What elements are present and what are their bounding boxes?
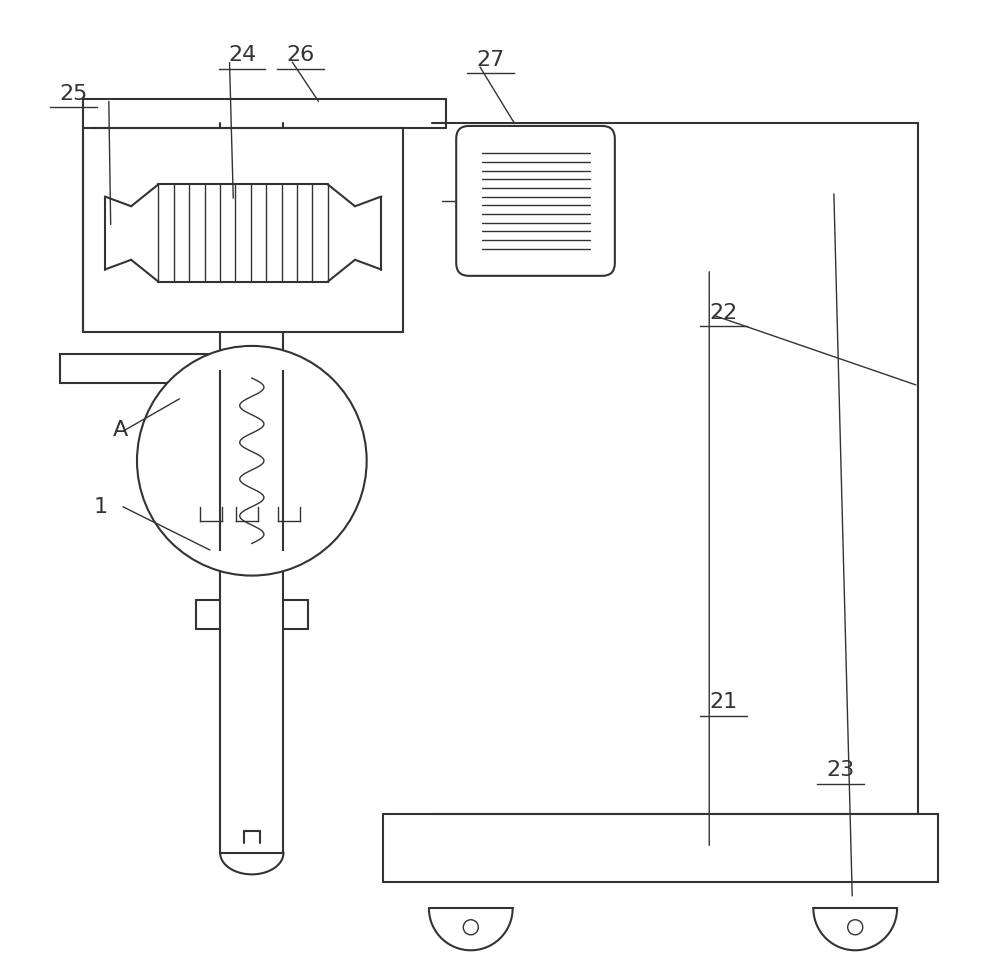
Text: 21: 21 [710, 692, 738, 712]
Circle shape [463, 919, 478, 935]
Text: 22: 22 [710, 303, 738, 323]
Bar [60, 353, 220, 383]
Text: 24: 24 [228, 45, 256, 65]
FancyBboxPatch shape [456, 126, 615, 276]
Text: 23: 23 [827, 760, 855, 780]
Text: 27: 27 [476, 50, 504, 69]
Text: 26: 26 [286, 45, 315, 65]
Text: 25: 25 [60, 84, 88, 103]
Text: A: A [113, 420, 128, 439]
Text: 1: 1 [94, 498, 108, 517]
Circle shape [848, 919, 863, 935]
Circle shape [137, 346, 367, 576]
Bar [383, 814, 938, 882]
Bar [83, 128, 403, 332]
